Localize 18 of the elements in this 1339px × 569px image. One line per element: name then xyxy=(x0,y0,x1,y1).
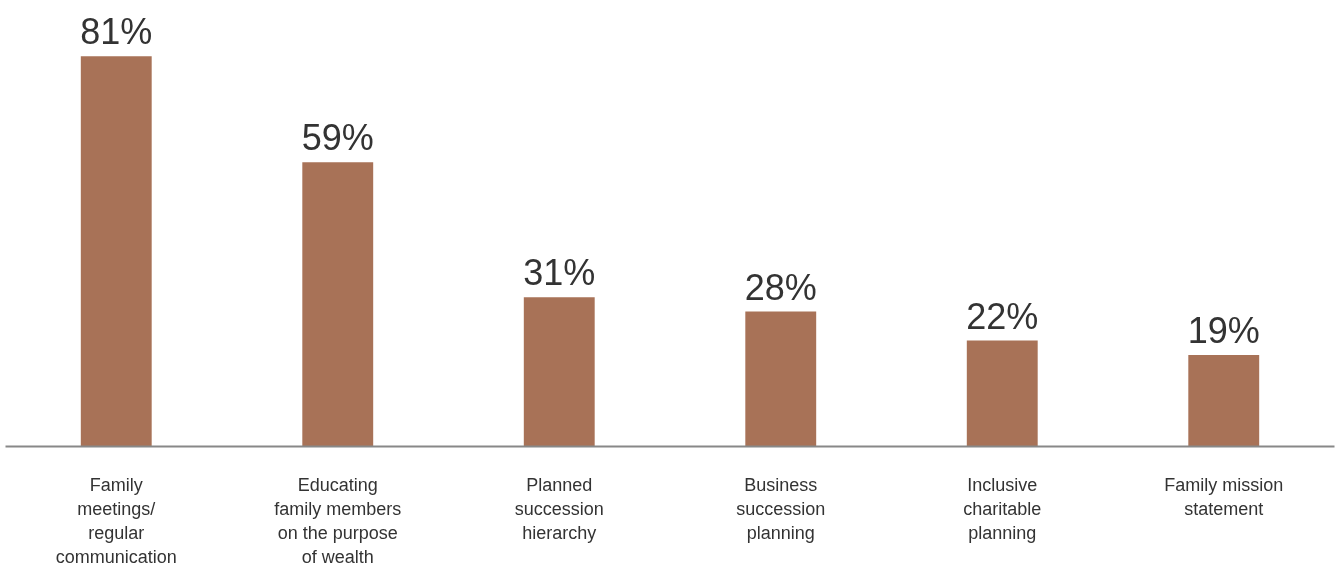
bar xyxy=(523,297,595,447)
bar xyxy=(302,162,374,447)
x-tick-label: Business succession planning xyxy=(736,474,826,543)
data-label: 22% xyxy=(966,295,1039,337)
x-tick-label: Educating family members on the purpose of wealth xyxy=(274,474,402,567)
data-label: 31% xyxy=(523,252,596,294)
x-tick-label: Family mission statement xyxy=(1164,474,1284,519)
data-label: 19% xyxy=(1187,309,1260,351)
x-tick-label: Inclusive charitable planning xyxy=(963,474,1042,543)
x-tick-label: Planned succession hierarchy xyxy=(514,474,604,543)
bar xyxy=(80,56,152,447)
bar xyxy=(745,311,817,447)
x-tick-label: Family meetings/ regular communication xyxy=(55,474,177,567)
bar xyxy=(966,340,1038,447)
bar xyxy=(1188,354,1260,447)
data-label: 81% xyxy=(80,11,153,53)
data-label: 28% xyxy=(744,266,817,308)
data-label: 59% xyxy=(301,117,374,159)
